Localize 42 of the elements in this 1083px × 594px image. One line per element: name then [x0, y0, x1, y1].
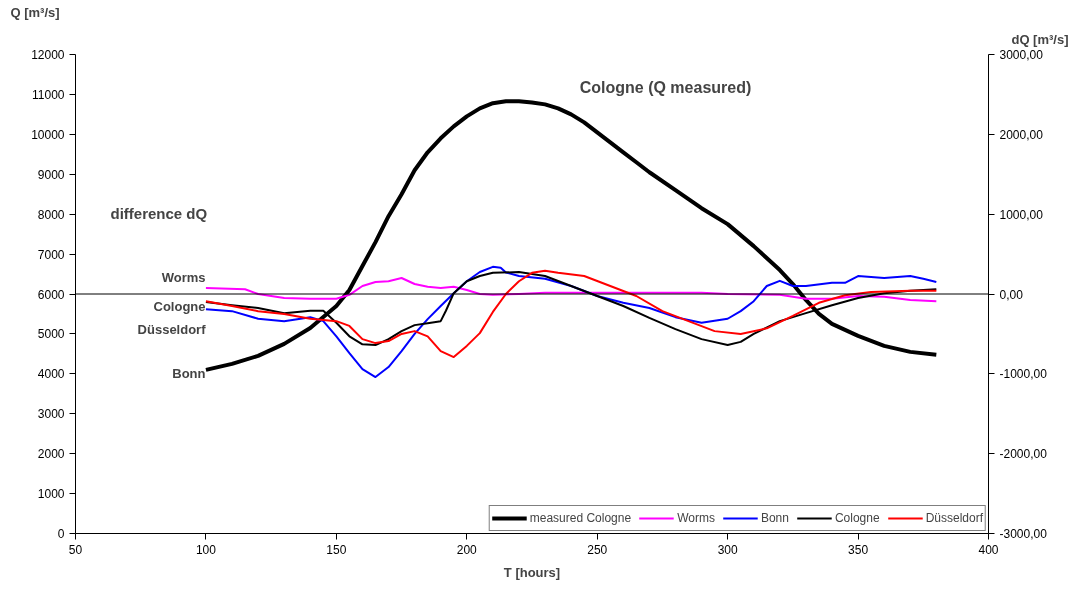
legend-label: Bonn — [760, 511, 789, 525]
y2-tick-label: -2000,00 — [999, 447, 1048, 462]
annotation: Bonn — [172, 366, 206, 381]
x-tick-label: 300 — [717, 542, 738, 557]
x-tick-label: 350 — [848, 542, 869, 557]
y-tick-label: 10000 — [31, 127, 65, 142]
y2-tick-label: 0,00 — [999, 287, 1024, 302]
y-tick-label: 6000 — [37, 287, 65, 302]
x-tick-label: 150 — [326, 542, 347, 557]
y-tick-label: 1000 — [37, 487, 65, 502]
legend-label: measured Cologne — [529, 511, 632, 525]
y-tick-label: 11000 — [32, 87, 65, 102]
y-tick-label: 7000 — [37, 247, 65, 262]
y-tick-label: 4000 — [37, 367, 65, 382]
legend-label: Worms — [677, 511, 715, 525]
y2-axis-title: dQ [m³/s] — [1011, 31, 1069, 47]
annotation: Cologne — [153, 299, 206, 314]
annotation: Worms — [161, 270, 206, 285]
y2-tick-label: -3000,00 — [999, 527, 1048, 541]
y-tick-label: 0 — [57, 527, 65, 541]
y-tick-label: 12000 — [31, 48, 65, 62]
x-tick-label: 100 — [195, 542, 217, 557]
legend-label: Düsseldorf — [925, 511, 983, 525]
x-tick-label: 200 — [456, 542, 478, 557]
annotation: Cologne (Q measured) — [579, 79, 752, 96]
x-tick-label: 50 — [68, 542, 83, 557]
y-tick-label: 3000 — [37, 407, 65, 422]
annotation: difference dQ — [110, 205, 208, 222]
annotation: Düsseldorf — [137, 322, 207, 337]
y2-tick-label: 1000,00 — [999, 207, 1044, 222]
y2-tick-label: 2000,00 — [999, 127, 1044, 142]
y2-tick-label: 3000,00 — [999, 48, 1044, 62]
y-tick-label: 2000 — [37, 447, 65, 462]
y-axis-title: Q [m³/s] — [10, 4, 60, 20]
x-axis-title: T [hours] — [503, 564, 561, 580]
x-tick-label: 400 — [978, 542, 999, 557]
y-tick-label: 5000 — [37, 327, 65, 342]
x-tick-label: 250 — [587, 542, 608, 557]
y-tick-label: 9000 — [37, 167, 65, 182]
y-tick-label: 8000 — [37, 207, 65, 222]
legend-label: Cologne — [834, 511, 880, 525]
y2-tick-label: -1000,00 — [999, 367, 1048, 382]
